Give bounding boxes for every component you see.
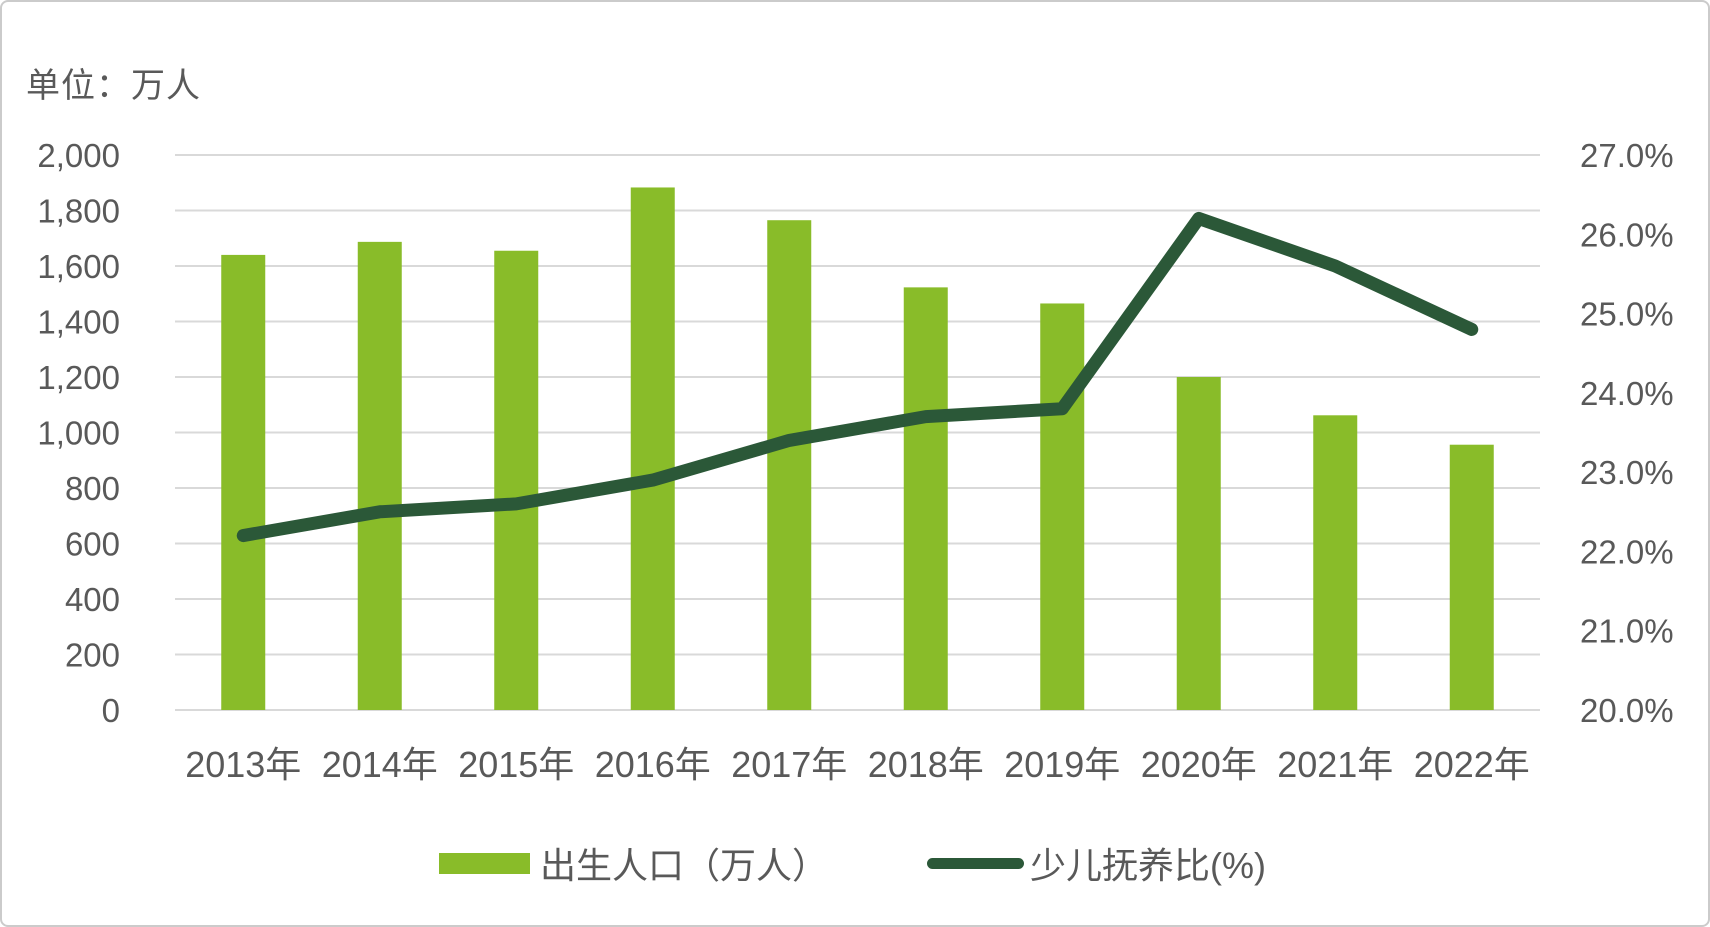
right-axis-tick-label: 26.0%: [1580, 216, 1674, 253]
bar-2017年: [767, 220, 812, 710]
left-axis-tick-label: 600: [65, 526, 120, 563]
right-axis-tick-label: 25.0%: [1580, 296, 1674, 333]
legend-bar-swatch: [439, 852, 530, 874]
bar-2019年: [1040, 303, 1085, 710]
dependency-ratio-line: [236, 211, 1479, 543]
x-axis-tick-label: 2015年: [458, 744, 574, 785]
left-axis-tick-label: 1,000: [37, 415, 120, 452]
legend-line-swatch: [927, 857, 1024, 869]
x-axis-tick-label: 2021年: [1277, 744, 1393, 785]
legend-label-birth-population: 出生人口（万人）: [540, 845, 829, 886]
x-axis-tick-label: 2013年: [185, 744, 301, 785]
right-axis-tick-label: 21.0%: [1580, 613, 1674, 650]
x-axis-tick-label: 2019年: [1004, 744, 1120, 785]
left-axis-tick-label: 400: [65, 581, 120, 618]
bar-2021年: [1313, 415, 1358, 710]
left-axis-tick-label: 2,000: [37, 137, 120, 174]
bar-2018年: [903, 287, 948, 710]
bar-2015年: [494, 250, 539, 711]
left-axis-tick-label: 0: [102, 692, 120, 729]
chart-unit-label: 单位：万人: [26, 67, 201, 105]
bar-2022年: [1449, 444, 1494, 710]
right-axis-tick-label: 20.0%: [1580, 692, 1674, 729]
left-axis-tick-label: 1,200: [37, 359, 120, 396]
x-axis-tick-label: 2020年: [1141, 744, 1257, 785]
bar-2016年: [630, 187, 675, 710]
legend-item-birth-population: 出生人口（万人）: [439, 842, 828, 886]
left-axis-tick-label: 800: [65, 470, 120, 507]
x-axis-tick-label: 2022年: [1414, 744, 1530, 785]
legend-item-child-dependency-ratio: 少儿抚养比(%): [927, 842, 1266, 886]
bar-2013年: [221, 254, 266, 710]
bar-2014年: [357, 241, 402, 711]
x-axis-tick-label: 2014年: [322, 744, 438, 785]
right-axis-tick-label: 24.0%: [1580, 375, 1674, 412]
right-axis-tick-label: 27.0%: [1580, 137, 1674, 174]
bar-2020年: [1176, 377, 1221, 710]
right-axis-tick-label: 23.0%: [1580, 454, 1674, 491]
x-axis-tick-label: 2017年: [731, 744, 847, 785]
left-axis-tick-label: 1,400: [37, 304, 120, 341]
x-axis-tick-label: 2016年: [595, 744, 711, 785]
x-axis-tick-label: 2018年: [868, 744, 984, 785]
left-axis-tick-label: 1,600: [37, 248, 120, 285]
left-axis-tick-label: 1,800: [37, 193, 120, 230]
right-axis-tick-label: 22.0%: [1580, 533, 1674, 570]
legend-label-child-dependency-ratio: 少儿抚养比(%): [1030, 845, 1266, 886]
left-axis-tick-label: 200: [65, 637, 120, 674]
